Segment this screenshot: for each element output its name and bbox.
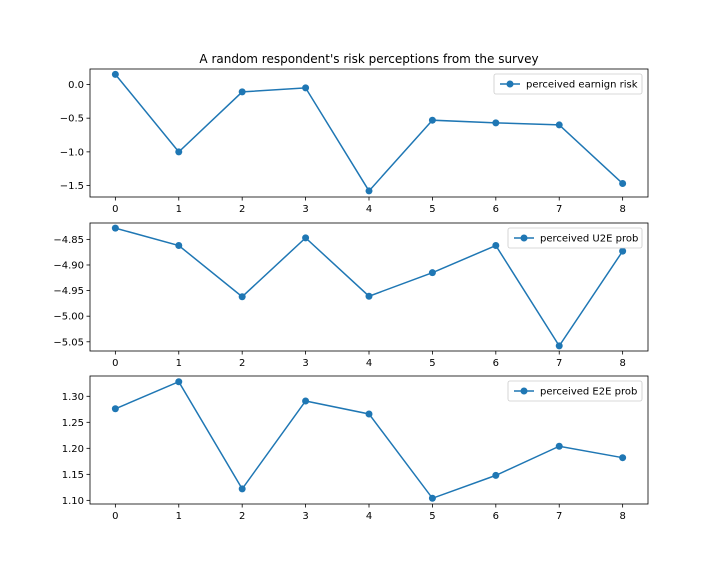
- data-point: [428, 116, 436, 124]
- y-tick-label: 1.30: [62, 392, 84, 403]
- legend-marker: [506, 80, 514, 88]
- data-point: [302, 234, 310, 242]
- x-tick-label: 8: [619, 204, 625, 215]
- x-tick-label: 8: [619, 511, 625, 522]
- data-point: [175, 242, 183, 250]
- x-tick-label: 1: [176, 204, 182, 215]
- legend-marker: [520, 387, 528, 395]
- x-tick-label: 2: [239, 511, 245, 522]
- x-tick-label: 2: [239, 358, 245, 369]
- y-tick-label: 1.15: [62, 470, 84, 481]
- data-point: [492, 471, 500, 479]
- legend: perceived E2E prob: [507, 380, 643, 402]
- x-tick-label: 1: [176, 511, 182, 522]
- x-tick-label: 0: [112, 511, 118, 522]
- y-tick-label: −1.5: [60, 181, 84, 192]
- y-tick-label: −1.0: [60, 147, 84, 158]
- legend-label: perceived earnign risk: [526, 80, 638, 91]
- x-tick-label: 6: [493, 358, 499, 369]
- legend: perceived earnign risk: [493, 73, 643, 95]
- data-point: [365, 292, 373, 300]
- x-tick-label: 6: [493, 511, 499, 522]
- x-tick-label: 2: [239, 204, 245, 215]
- legend-box: [507, 227, 643, 249]
- data-point: [619, 180, 627, 188]
- x-tick-label: 7: [556, 204, 562, 215]
- y-tick-label: −5.05: [53, 337, 84, 348]
- data-point: [365, 410, 373, 418]
- data-point: [555, 342, 563, 350]
- data-point: [238, 485, 246, 493]
- x-tick-label: 3: [302, 358, 308, 369]
- x-tick-label: 5: [429, 204, 435, 215]
- x-tick-label: 5: [429, 511, 435, 522]
- x-tick-label: 6: [493, 204, 499, 215]
- x-tick-label: 0: [112, 204, 118, 215]
- y-tick-label: −5.00: [53, 312, 84, 323]
- data-point: [619, 247, 627, 255]
- x-tick-label: 3: [302, 511, 308, 522]
- x-tick-label: 7: [556, 358, 562, 369]
- x-tick-label: 7: [556, 511, 562, 522]
- legend-box: [493, 73, 643, 95]
- subplot-2: 0 1 2 3 4 5 6 7 8 −4.85 −4.90 −4.95 −5.00 −5.05 percei…: [53, 222, 649, 369]
- data-point: [111, 405, 119, 413]
- y-tick-label: −4.85: [53, 235, 84, 246]
- data-point: [111, 224, 119, 232]
- data-point: [111, 70, 119, 78]
- legend-label: perceived E2E prob: [540, 387, 637, 398]
- subplot-3: 0 1 2 3 4 5 6 7 8 1.10 1.15 1.20 1.25 1.30 perceived E…: [62, 375, 649, 522]
- y-tick-label: −4.90: [53, 260, 84, 271]
- y-tick-label: −4.95: [53, 286, 84, 297]
- data-point: [492, 119, 500, 127]
- data-point: [175, 148, 183, 156]
- data-point: [238, 293, 246, 301]
- x-tick-label: 4: [366, 358, 372, 369]
- y-tick-label: −0.5: [60, 114, 84, 125]
- data-point: [555, 442, 563, 450]
- legend: perceived U2E prob: [507, 227, 643, 249]
- x-tick-label: 4: [366, 204, 372, 215]
- legend-box: [507, 380, 643, 402]
- data-point: [238, 88, 246, 96]
- x-tick-label: 3: [302, 204, 308, 215]
- data-point: [555, 121, 563, 129]
- data-point: [302, 397, 310, 405]
- y-tick-label: 1.25: [62, 418, 84, 429]
- x-tick-label: 8: [619, 358, 625, 369]
- y-tick-label: 1.20: [62, 444, 84, 455]
- x-tick-label: 1: [176, 358, 182, 369]
- data-point: [428, 494, 436, 502]
- x-tick-label: 5: [429, 358, 435, 369]
- data-point: [428, 269, 436, 277]
- data-point: [365, 187, 373, 195]
- data-point: [302, 84, 310, 92]
- x-tick-label: 4: [366, 511, 372, 522]
- data-point: [619, 454, 627, 462]
- figure-title: A random respondent's risk perceptions f…: [199, 52, 538, 66]
- legend-label: perceived U2E prob: [540, 234, 638, 245]
- data-point: [175, 378, 183, 386]
- legend-marker: [520, 234, 528, 242]
- y-tick-label: 1.10: [62, 496, 84, 507]
- y-tick-label: 0.0: [68, 80, 84, 91]
- subplot-1: 0 1 2 3 4 5 6 7 8 0.0 −0.5 −1.0 −1.5 perceived earnig…: [60, 68, 649, 215]
- subplots: 0 1 2 3 4 5 6 7 8 0.0 −0.5 −1.0 −1.5 perceived earnig…: [53, 68, 649, 522]
- data-point: [492, 242, 500, 250]
- x-tick-label: 0: [112, 358, 118, 369]
